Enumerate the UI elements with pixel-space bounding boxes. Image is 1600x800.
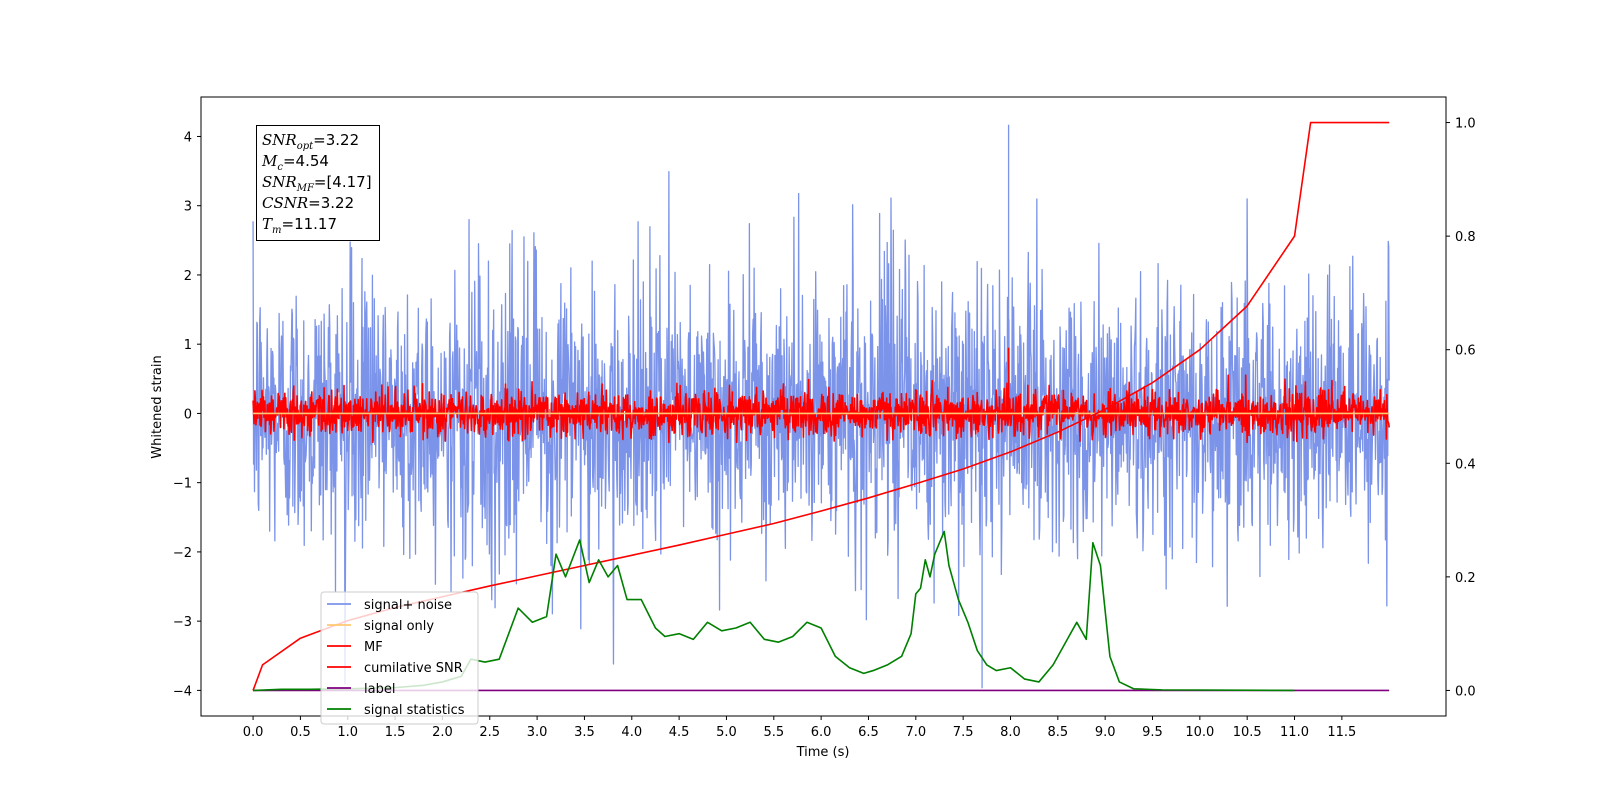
y-tick-label-left: 4 (184, 130, 192, 145)
annotation-csnr: CSNR=3.22 (262, 194, 355, 212)
x-tick-label: 4.5 (669, 725, 690, 740)
y-tick-label-right: 0.8 (1455, 230, 1476, 245)
annotation-tm: Tm=11.17 (262, 215, 338, 236)
annotation-snr-mf: SNRMF=[4.17] (262, 173, 372, 194)
y-tick-label-left: −1 (173, 477, 192, 492)
legend-box (320, 591, 479, 725)
x-tick-label: 2.0 (432, 725, 453, 740)
x-tick-label: 4.0 (621, 725, 642, 740)
y-tick-label-left: −3 (173, 615, 192, 630)
x-tick-label: 1.5 (385, 725, 406, 740)
x-tick-label: 7.5 (953, 725, 974, 740)
annotation-box: SNRopt=3.22 Mc=4.54 SNRMF=[4.17] CSNR=3.… (256, 125, 380, 241)
y-tick-label-left: −2 (173, 546, 192, 561)
x-tick-label: 10.0 (1185, 725, 1214, 740)
annotation-snr-opt: SNRopt=3.22 (262, 131, 360, 152)
legend-label: cumilative SNR (364, 661, 463, 676)
y-tick-label-right: 0.6 (1455, 344, 1476, 359)
x-tick-label: 8.0 (1000, 725, 1021, 740)
x-tick-label: 1.0 (337, 725, 358, 740)
series-mf (252, 374, 1390, 444)
x-tick-label: 10.5 (1233, 725, 1262, 740)
y-tick-label-left: −4 (173, 684, 192, 699)
y-axis-left: −4 −3 −2 −1 0 1 2 3 4 (173, 130, 201, 699)
x-tick-label: 3.0 (527, 725, 548, 740)
plot-frame (200, 96, 1447, 717)
x-tick-label: 9.0 (1095, 725, 1116, 740)
annotation-mc: Mc=4.54 (262, 152, 329, 173)
legend-label: signal+ noise (364, 598, 452, 613)
y-tick-label-right: 0.0 (1455, 684, 1476, 699)
y-tick-label-left: 2 (184, 269, 192, 284)
y-tick-label-right: 1.0 (1455, 117, 1476, 132)
x-tick-label: 6.5 (858, 725, 879, 740)
x-tick-label: 2.5 (479, 725, 500, 740)
x-tick-label: 6.0 (811, 725, 832, 740)
legend-label: MF (364, 640, 383, 655)
x-tick-label: 9.5 (1142, 725, 1163, 740)
y-axis-label: Whitened strain (150, 355, 165, 458)
x-axis: 0.0 0.5 1.0 1.5 2.0 2.5 3.0 3.5 4.0 4.5 5.0 5.5 6.0 6… (243, 716, 1356, 740)
series-signal-statistics (253, 530, 1295, 692)
x-tick-label: 11.5 (1327, 725, 1356, 740)
y-tick-label-left: 3 (184, 200, 192, 215)
y-tick-label-left: 0 (184, 407, 192, 422)
x-tick-label: 7.0 (905, 725, 926, 740)
y-axis-right: 0.0 0.2 0.4 0.6 0.8 1.0 (1446, 117, 1476, 699)
legend-label: signal statistics (364, 703, 465, 718)
y-tick-label-right: 0.4 (1455, 457, 1476, 472)
legend: signal+ noise signal only MF cumilative SNR… (320, 591, 479, 725)
x-tick-label: 3.5 (574, 725, 595, 740)
x-tick-label: 8.5 (1047, 725, 1068, 740)
x-tick-label: 11.0 (1280, 725, 1309, 740)
x-tick-label: 5.0 (716, 725, 737, 740)
legend-label: signal only (364, 619, 434, 634)
y-tick-label-right: 0.2 (1455, 571, 1476, 586)
legend-label: label (364, 682, 395, 697)
x-tick-label: 0.5 (290, 725, 311, 740)
x-tick-label: 0.0 (243, 725, 264, 740)
x-axis-label: Time (s) (796, 745, 850, 760)
mf-layer (252, 347, 1390, 444)
x-tick-label: 5.5 (763, 725, 784, 740)
y-tick-label-left: 1 (184, 338, 192, 353)
